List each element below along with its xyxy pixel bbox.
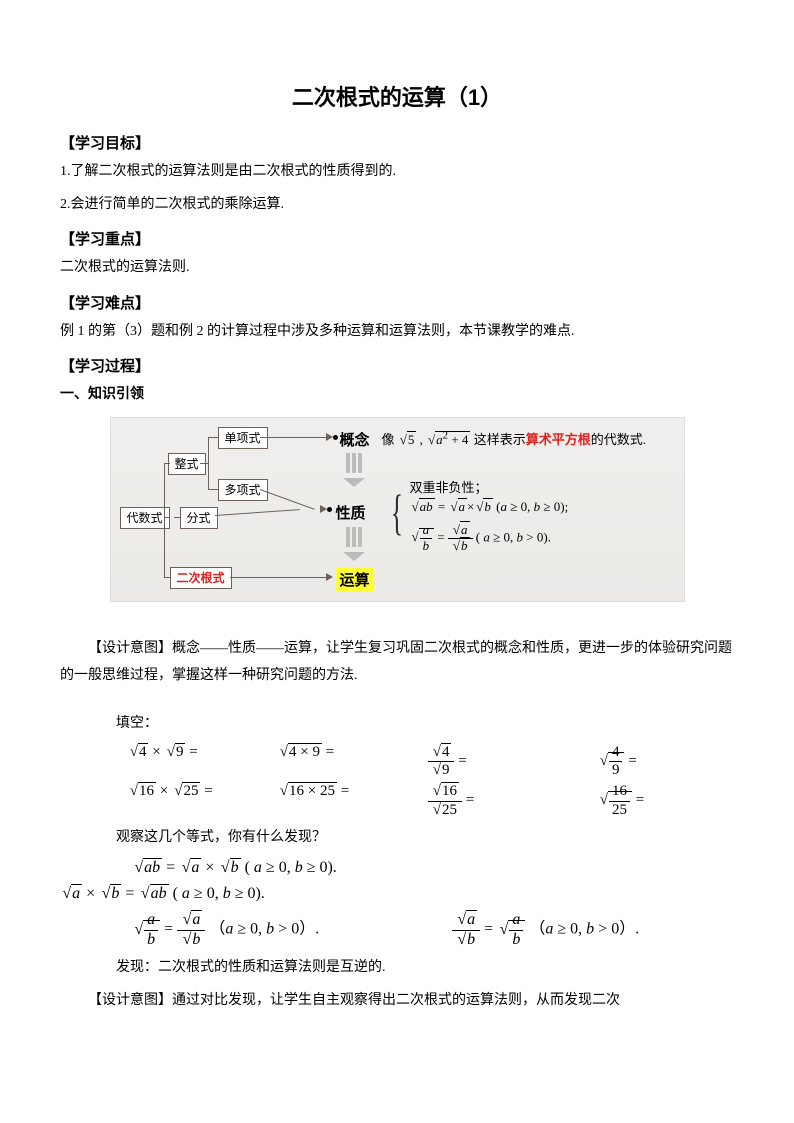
goal-item-1: 1.了解二次根式的运算法则是由二次根式的性质得到的. bbox=[60, 159, 734, 186]
design-intent-1: 【设计意图】概念——性质——运算，让学生复习巩固二次根式的概念和性质，更进一步的… bbox=[60, 636, 734, 689]
down-arrow-icon bbox=[342, 527, 366, 561]
label-operation: 运算 bbox=[336, 568, 374, 591]
label-concept: 概念 bbox=[340, 429, 370, 450]
property-2: ab = a×b (a ≥ 0, b ≥ 0); bbox=[410, 499, 569, 515]
box-algebraic-expr: 代数式 bbox=[120, 507, 170, 529]
fill-row-1: 4 × 9 = 4 × 9 = 49 = 49 = bbox=[128, 744, 735, 780]
formula-ab-1: ab = a × b ( a ≥ 0, b ≥ 0). bbox=[132, 859, 734, 877]
page-title: 二次根式的运算（1） bbox=[60, 80, 734, 112]
box-quadratic-radical: 二次根式 bbox=[170, 567, 232, 589]
property-1: 双重非负性； bbox=[410, 477, 488, 496]
down-arrow-icon bbox=[342, 453, 366, 487]
process-header: 【学习过程】 bbox=[60, 355, 734, 376]
difficulty-header: 【学习难点】 bbox=[60, 292, 734, 313]
formula-ab-2: a × b = ab ( a ≥ 0, b ≥ 0). bbox=[60, 885, 734, 903]
observe-question: 观察这几个等式，你有什么发现？ bbox=[116, 825, 734, 852]
box-fraction: 分式 bbox=[180, 507, 218, 529]
brace-icon: { bbox=[391, 487, 403, 537]
discover-text: 发现：二次根式的性质和运算法则是互逆的. bbox=[116, 955, 734, 982]
fill-label: 填空： bbox=[116, 711, 734, 738]
goal-item-2: 2.会进行简单的二次根式的乘除运算. bbox=[60, 192, 734, 219]
box-monomial: 单项式 bbox=[218, 427, 268, 449]
formula-frac-row: ab = ab （a ≥ 0, b > 0）. ab = ab （a ≥ 0, … bbox=[132, 911, 734, 949]
box-integral-expr: 整式 bbox=[168, 453, 206, 475]
concept-definition: 像 5 , a2 + 4 这样表示算术平方根的代数式. bbox=[382, 429, 682, 448]
focus-body: 二次根式的运算法则. bbox=[60, 255, 734, 282]
focus-header: 【学习重点】 bbox=[60, 228, 734, 249]
property-3: ab = ab ( a ≥ 0, b > 0). bbox=[410, 523, 551, 554]
concept-diagram: 单项式 整式 多项式 代数式 分式 二次根式 概念 性质 运算 bbox=[110, 417, 685, 602]
fill-row-2: 16 × 25 = 16 × 25 = 1625 = 1625 = bbox=[128, 783, 735, 819]
label-property: 性质 bbox=[336, 502, 366, 523]
design-intent-2: 【设计意图】通过对比发现，让学生自主观察得出二次根式的运算法则，从而发现二次 bbox=[60, 988, 734, 1015]
goal-header: 【学习目标】 bbox=[60, 132, 734, 153]
process-sub: 一、知识引领 bbox=[60, 382, 734, 409]
difficulty-body: 例 1 的第（3）题和例 2 的计算过程中涉及多种运算和运算法则，本节课教学的难… bbox=[60, 319, 734, 346]
